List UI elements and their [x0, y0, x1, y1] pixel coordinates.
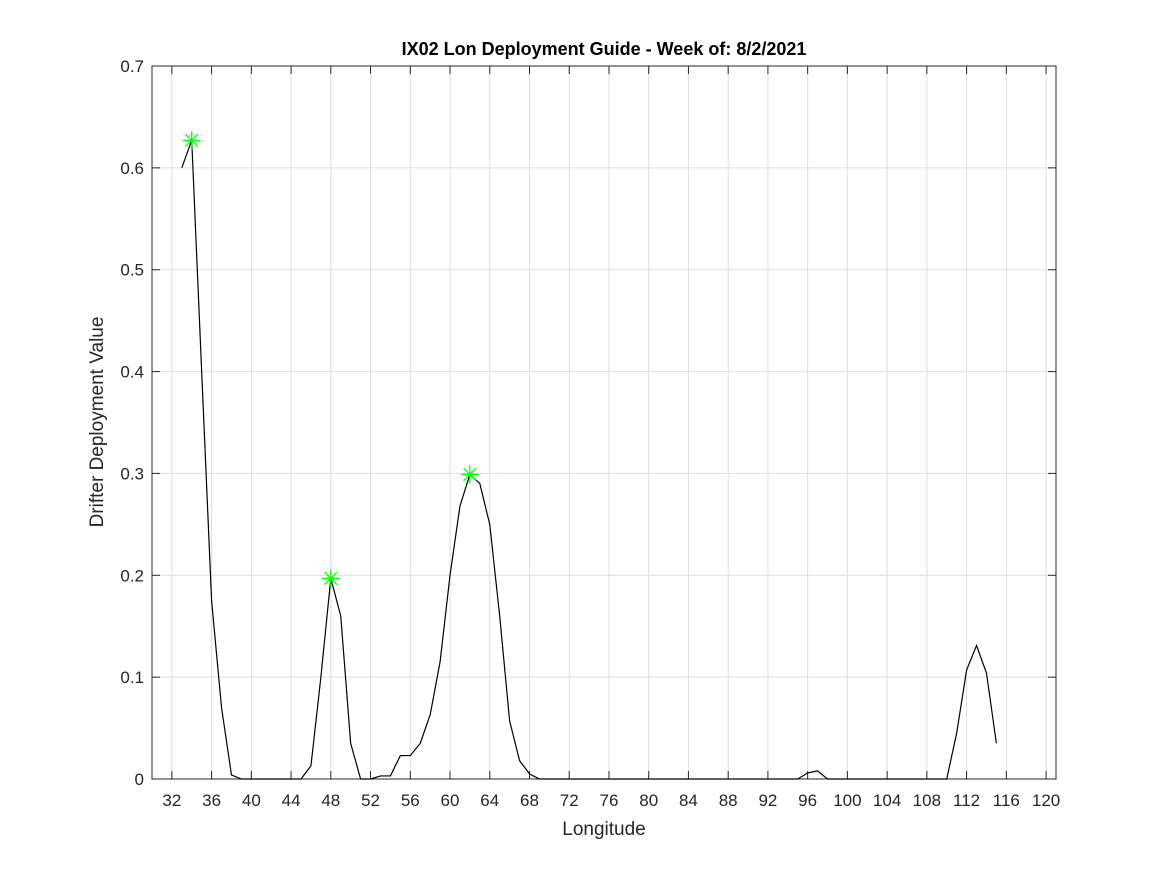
x-tick-label: 40 — [242, 791, 261, 810]
x-tick-label: 68 — [520, 791, 539, 810]
x-tick-label: 56 — [401, 791, 420, 810]
x-tick-label: 92 — [758, 791, 777, 810]
x-tick-label: 44 — [282, 791, 301, 810]
x-axis-label: Longitude — [562, 819, 645, 840]
y-tick-label: 0.4 — [120, 363, 144, 382]
y-tick-label: 0 — [135, 770, 144, 789]
chart-title: IX02 Lon Deployment Guide - Week of: 8/2… — [402, 39, 807, 59]
x-tick-label: 120 — [1032, 791, 1060, 810]
marker-stroke — [463, 467, 477, 482]
y-tick-label: 0.1 — [120, 668, 144, 687]
x-tick-label: 96 — [798, 791, 817, 810]
data-line — [181, 140, 997, 780]
x-tick-label: 84 — [679, 791, 698, 810]
x-tick-label: 100 — [833, 791, 861, 810]
x-tick-label: 116 — [993, 791, 1020, 810]
peak-marker — [321, 569, 340, 588]
x-tick-label: 112 — [953, 791, 980, 810]
x-tick-label: 32 — [162, 791, 181, 810]
marker-stroke — [324, 571, 338, 586]
x-tick-label: 48 — [321, 791, 340, 810]
x-tick-label: 64 — [480, 791, 499, 810]
x-tick-label: 76 — [600, 791, 619, 810]
y-tick-label: 0.6 — [120, 159, 144, 178]
x-tick-label: 80 — [639, 791, 658, 810]
x-tick-label: 60 — [441, 791, 460, 810]
marker-stroke — [184, 133, 199, 148]
peak-marker — [182, 131, 201, 150]
x-tick-label: 104 — [873, 791, 901, 810]
x-tick-label: 108 — [913, 791, 941, 810]
x-tick-label: 72 — [560, 791, 579, 810]
x-tick-label: 88 — [719, 791, 738, 810]
y-tick-label: 0.5 — [120, 261, 144, 280]
y-axis-label: Drifter Deployment Value — [87, 317, 108, 528]
x-tick-label: 36 — [202, 791, 221, 810]
peak-marker — [460, 465, 479, 484]
y-tick-label: 0.3 — [120, 464, 144, 483]
y-tick-label: 0.7 — [120, 57, 144, 76]
x-tick-label: 52 — [361, 791, 380, 810]
y-tick-label: 0.2 — [120, 566, 144, 585]
